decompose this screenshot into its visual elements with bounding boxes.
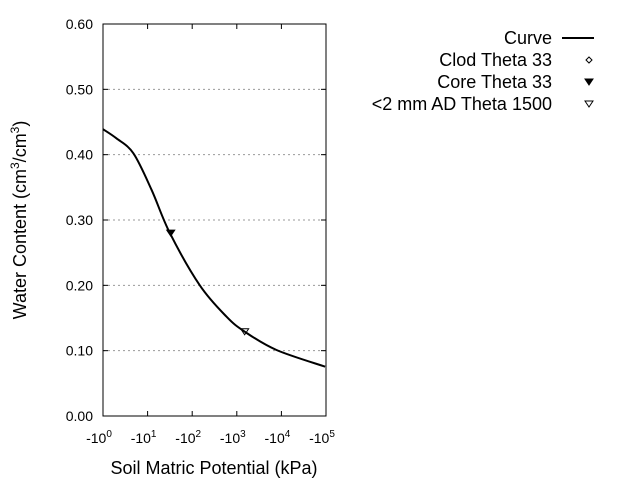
series-curve [102,128,326,368]
y-axis-label: Water Content (cm3/cm3) [8,121,30,320]
y-tick-label: 0.10 [66,343,93,359]
x-tick-base: -10 [309,430,329,446]
x-tick-label: -105 [309,429,335,446]
x-tick-exponent: 5 [329,429,335,440]
y-tick-label: 0.60 [66,16,93,32]
gridlines [103,88,326,352]
x-tick-label: -103 [220,429,246,446]
x-tick-exponent: 0 [106,429,112,440]
x-tick-base: -10 [175,430,195,446]
x-tick-exponent: 1 [151,429,157,440]
legend-marker [584,78,594,86]
y-axis: 0.00 0.10 0.20 0.30 0.40 0.50 0.60 [66,16,326,424]
x-tick-label: -100 [86,429,112,446]
x-tick-exponent: 3 [240,429,246,440]
x-tick-base: -10 [86,430,106,446]
y-tick-label: 0.50 [66,81,93,97]
series-layer [102,128,326,368]
legend-marker [584,100,594,108]
x-tick-exponent: 4 [285,429,291,440]
legend-label: <2 mm AD Theta 1500 [372,94,552,114]
y-tick-label: 0.30 [66,212,93,228]
x-axis-label: Soil Matric Potential (kPa) [110,458,317,478]
x-tick-label: -102 [175,429,201,446]
y-tick-label: 0.40 [66,147,93,163]
data-point [239,328,250,336]
y-tick-label: 0.00 [66,408,93,424]
legend-label: Core Theta 33 [437,72,552,92]
legend-marker [585,56,593,64]
x-tick-base: -10 [220,430,240,446]
legend-label: Clod Theta 33 [439,50,552,70]
x-tick-label: -101 [131,429,157,446]
x-tick-label: -104 [265,429,291,446]
y-tick-label: 0.20 [66,277,93,293]
data-point [165,229,176,237]
x-tick-base: -10 [265,430,285,446]
x-tick-base: -10 [131,430,151,446]
legend-label: Curve [504,28,552,48]
x-axis: -100 -101 -102 -103 -104 -105 [86,24,335,446]
x-tick-exponent: 2 [196,429,202,440]
